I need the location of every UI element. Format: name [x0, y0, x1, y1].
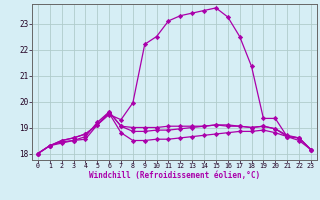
X-axis label: Windchill (Refroidissement éolien,°C): Windchill (Refroidissement éolien,°C) — [89, 171, 260, 180]
